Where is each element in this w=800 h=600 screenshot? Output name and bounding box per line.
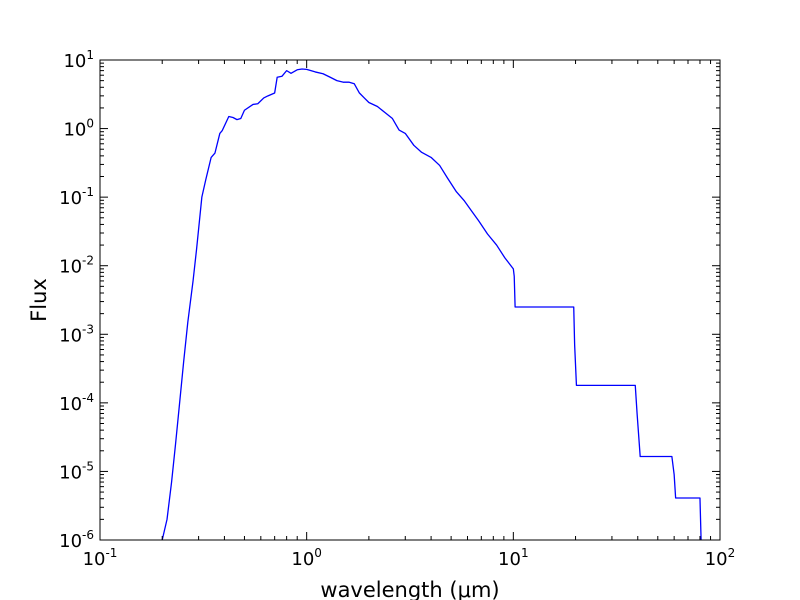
y-tick-label: 10-4	[59, 391, 94, 415]
plot-frame	[99, 59, 721, 541]
flux-series-line	[161, 68, 702, 540]
y-axis-label: Flux	[27, 278, 51, 322]
y-tick-label: 10-3	[59, 322, 94, 346]
y-tick-label: 100	[63, 117, 94, 141]
x-tick-label: 10-1	[83, 546, 118, 570]
y-tick-label: 10-6	[59, 528, 94, 552]
x-tick-label: 102	[705, 546, 736, 570]
y-tick-label: 101	[63, 48, 94, 72]
x-axis: 10-1 100 101 102	[83, 60, 736, 570]
y-tick-label: 10-1	[59, 185, 94, 209]
x-tick-label: 101	[498, 546, 529, 570]
x-axis-label: wavelength (μm)	[320, 578, 499, 600]
y-axis: 10-6 10-5 10-4 10-3 10-2 10-1 100 101	[59, 48, 720, 552]
y-tick-label: 10-5	[59, 459, 94, 483]
y-tick-label: 10-2	[59, 254, 94, 278]
x-tick-label: 100	[291, 546, 322, 570]
